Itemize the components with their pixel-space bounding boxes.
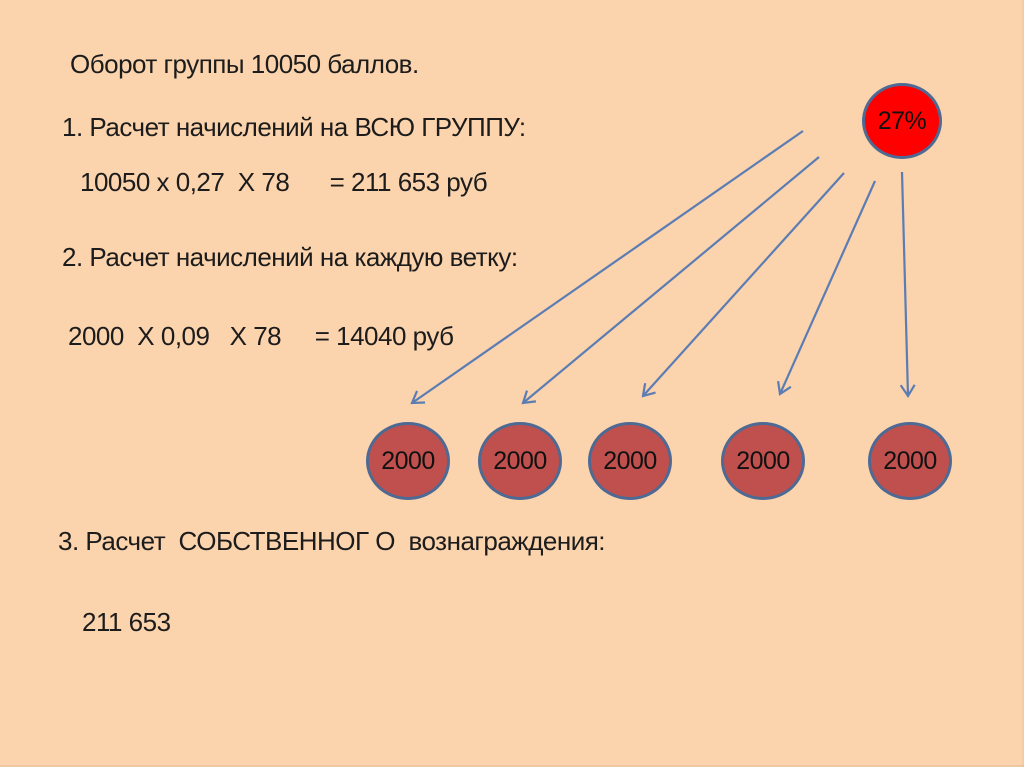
step1-formula: 10050 х 0,27 Х 78 = 211 653 руб <box>80 167 488 197</box>
step3-label: 3. Расчет СОБСТВЕННОГ О вознаграждения: <box>58 526 606 556</box>
root-node-27-percent: 27% <box>862 83 942 159</box>
branch-node-label: 2000 <box>493 446 547 475</box>
arrow-branch-2 <box>521 156 820 405</box>
branch-node-4: 2000 <box>721 422 805 500</box>
branch-node-1: 2000 <box>366 422 450 500</box>
step3-result: 211 653 <box>82 607 171 637</box>
arrow-branch-5 <box>899 171 916 399</box>
arrow-branch-4 <box>776 180 877 396</box>
branch-node-2: 2000 <box>478 422 562 500</box>
branch-node-label: 2000 <box>883 446 937 475</box>
arrow-branch-3 <box>641 172 845 398</box>
slide-title: Оборот группы 10050 баллов. <box>70 49 419 79</box>
step2-label: 2. Расчет начислений на каждую ветку: <box>62 242 518 272</box>
branch-node-label: 2000 <box>381 446 435 475</box>
branch-node-label: 2000 <box>736 446 790 475</box>
branch-node-label: 2000 <box>603 446 657 475</box>
step1-label: 1. Расчет начислений на ВСЮ ГРУППУ: <box>62 112 526 142</box>
branch-node-5: 2000 <box>868 422 952 500</box>
root-node-label: 27% <box>877 106 927 135</box>
step2-formula: 2000 Х 0,09 Х 78 = 14040 руб <box>68 321 454 351</box>
branch-node-3: 2000 <box>588 422 672 500</box>
